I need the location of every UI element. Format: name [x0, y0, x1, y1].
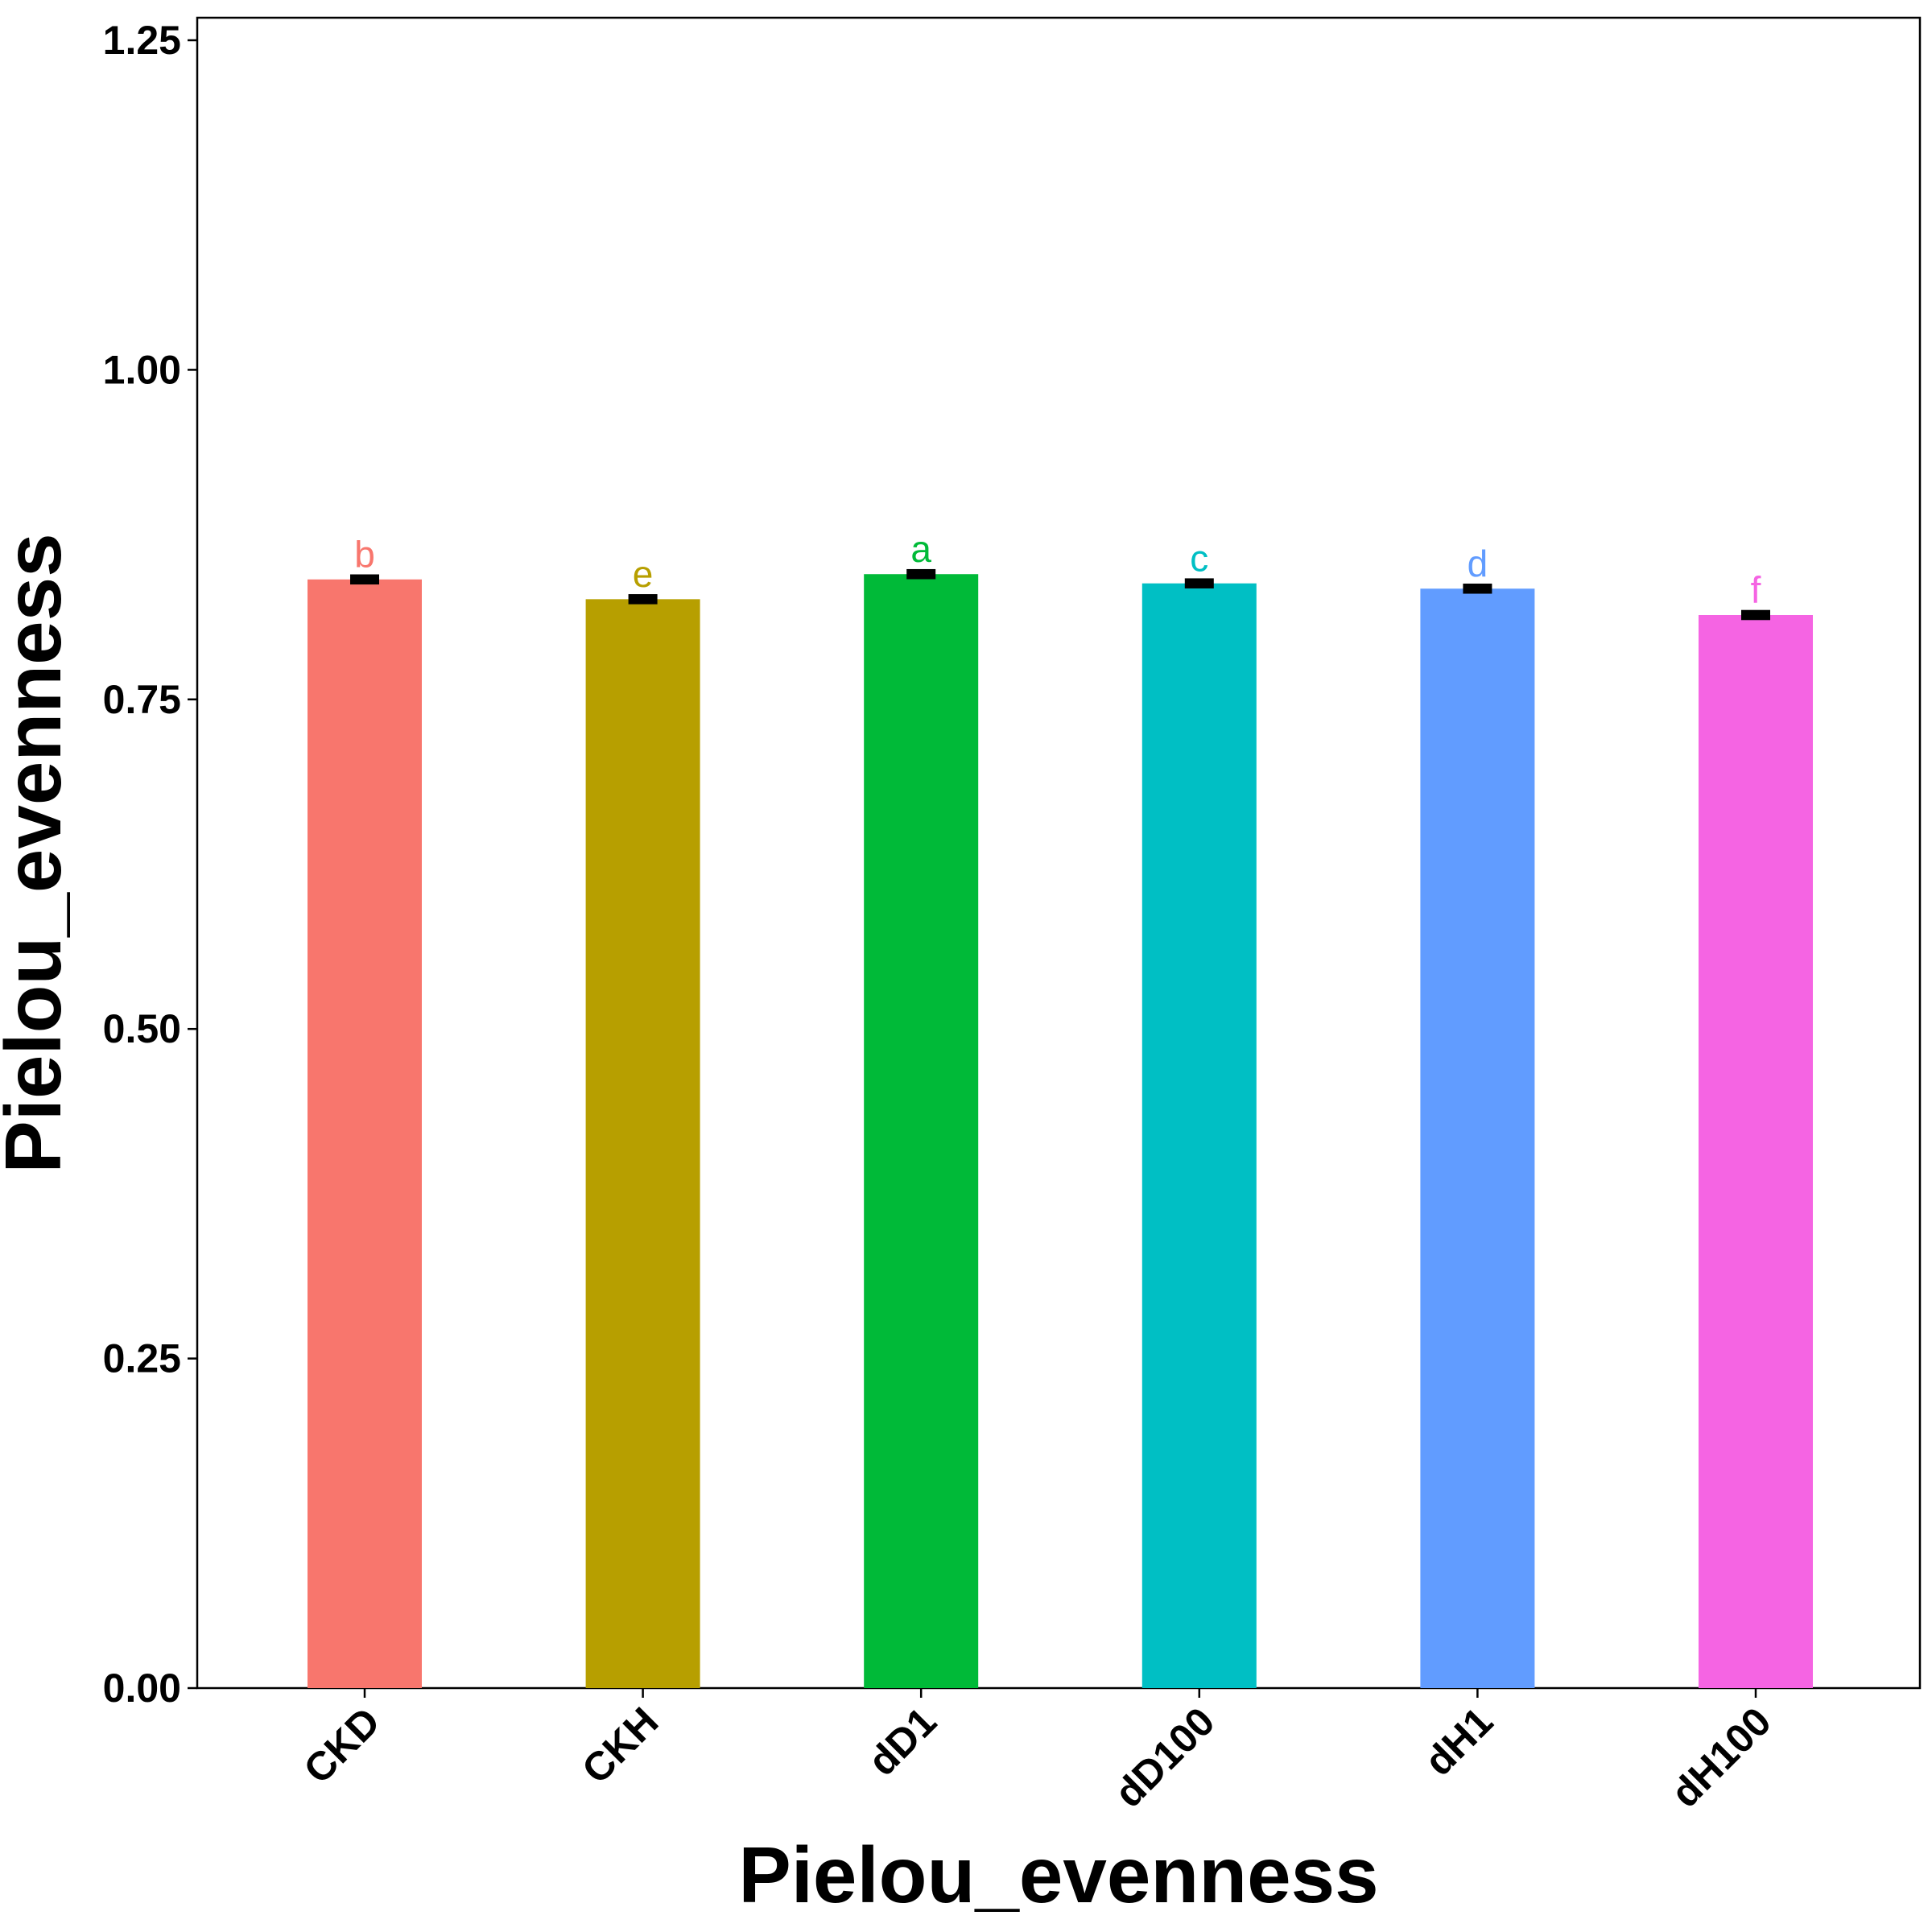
x-tick-label-dD100: dD100	[1106, 1699, 1224, 1816]
y-tick-label: 0.25	[103, 1336, 181, 1381]
significance-label-dH1: d	[1468, 543, 1488, 584]
y-axis-title: Pielou_evenness	[0, 533, 77, 1173]
x-axis-title: Pielou_evenness	[738, 1831, 1378, 1919]
y-tick-label: 0.50	[103, 1006, 181, 1051]
x-tick-label-CKH: CKH	[573, 1699, 667, 1792]
bar-CKD	[308, 579, 422, 1689]
plot-panel	[196, 16, 1922, 1690]
y-tick-label: 0.00	[103, 1666, 181, 1711]
significance-label-CKD: b	[354, 534, 375, 576]
panel-border	[196, 16, 1922, 1690]
error-bar-CKD	[350, 574, 379, 585]
bar-dH100	[1699, 614, 1813, 1688]
x-tick-label-CKD: CKD	[295, 1699, 389, 1792]
error-bar-dD100	[1184, 578, 1214, 588]
y-tick-label: 1.25	[103, 18, 181, 63]
y-tick-label: 1.00	[103, 347, 181, 392]
bar-dD100	[1141, 583, 1257, 1689]
significance-label-dD100: c	[1190, 537, 1208, 579]
bar-dD1	[864, 574, 979, 1688]
bar-dH1	[1420, 588, 1535, 1688]
error-bar-dD1	[906, 568, 936, 580]
error-bar-dH1	[1463, 583, 1492, 594]
bars-layer: b ea c df	[308, 528, 1813, 1689]
y-axis: 0.00 0.25 0.50 0.75 1.00 1.25	[103, 18, 197, 1711]
significance-label-CKH: e	[633, 553, 654, 595]
error-bar-dH100	[1741, 609, 1770, 621]
significance-label-dD1: a	[910, 528, 931, 570]
x-tick-label-dH100: dH100	[1662, 1699, 1780, 1816]
bar-CKH	[585, 599, 700, 1688]
error-bar-CKH	[628, 594, 658, 605]
y-tick-label: 0.75	[103, 677, 181, 722]
x-tick-label-dD1: dD1	[860, 1699, 945, 1784]
x-tick-label-dH1: dH1	[1416, 1699, 1501, 1784]
x-axis: CKD CKH dD1 dD100 dH1 dH100	[295, 1688, 1780, 1816]
significance-label-dH100: f	[1751, 569, 1761, 611]
